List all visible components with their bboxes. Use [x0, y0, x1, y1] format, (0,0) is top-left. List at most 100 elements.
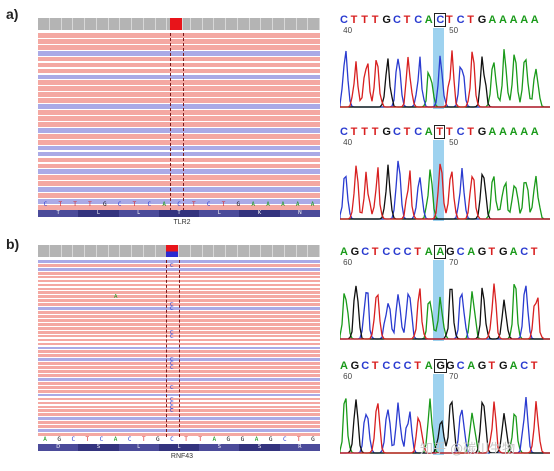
reference-base: A [251, 201, 256, 208]
read-row [38, 181, 320, 187]
position-label: 70 [449, 372, 459, 381]
amino-acid: S [239, 444, 280, 451]
basecall: A [499, 14, 507, 26]
basecall: A [520, 126, 529, 138]
basecall: T [488, 360, 496, 372]
basecall: A [424, 246, 433, 258]
read-row [38, 199, 320, 204]
coverage-bar [143, 18, 156, 30]
mismatch-base: C [170, 396, 174, 403]
coverage-bar [132, 18, 144, 30]
position-label: 40 [343, 26, 353, 35]
reference-base: G [156, 436, 160, 443]
basecall: T [530, 246, 538, 258]
coverage-bar [108, 18, 121, 30]
basecall: A [509, 360, 518, 372]
gene-label-b: RNF43 [170, 453, 194, 460]
read-row [38, 74, 320, 80]
read-row [38, 205, 320, 210]
basecall: T [446, 126, 453, 138]
chromatogram-trace [340, 49, 550, 108]
reference-base: C [71, 436, 76, 443]
read-row [38, 50, 320, 56]
coverage-bar [202, 245, 215, 257]
basecall: T [414, 246, 421, 258]
coverage-bar [85, 18, 97, 30]
reference-base: A [113, 436, 118, 443]
coverage-bar [237, 18, 250, 30]
variant-guide-line [170, 33, 171, 211]
read-row [38, 163, 320, 169]
coverage-bar [214, 18, 226, 30]
trace-T [340, 163, 550, 220]
mismatch-base: A [114, 294, 118, 301]
coverage-bar [143, 245, 156, 257]
read-row [38, 80, 320, 86]
amino-acid: L [118, 444, 159, 451]
basecall: A [488, 126, 497, 138]
read-row [38, 68, 320, 74]
coverage-bar [49, 18, 62, 30]
coverage-bar [308, 245, 320, 257]
basecall: A [509, 126, 518, 138]
reference-base: C [43, 201, 48, 208]
basecall: C [456, 246, 465, 258]
basecall: C [382, 246, 391, 258]
coverage-bar [261, 245, 273, 257]
mismatch-base: C [170, 408, 174, 415]
reference-base: T [132, 201, 137, 208]
basecall: T [361, 126, 368, 138]
chromatogram-trace [340, 396, 550, 454]
reference-base: T [297, 436, 301, 443]
trace-A [340, 283, 550, 340]
position-label: 40 [343, 138, 353, 147]
coverage-bar [96, 245, 109, 257]
basecall: C [414, 126, 423, 138]
coverage-bar [308, 18, 320, 30]
variant-guide-line [183, 33, 184, 211]
chromatogram-trace [340, 160, 550, 220]
read-row [38, 157, 320, 163]
basecall: C [456, 360, 465, 372]
position-label: 70 [449, 258, 459, 267]
reference-base: C [117, 201, 122, 208]
reference-base: C [282, 436, 287, 443]
basecall: T [434, 125, 446, 139]
basecall: C [361, 360, 370, 372]
basecall: C [393, 246, 401, 258]
basecall: A [488, 14, 497, 26]
basecall: C [456, 14, 465, 26]
basecall: C [520, 246, 529, 258]
read-row [38, 62, 320, 68]
basecall: A [434, 245, 447, 259]
read-row [38, 193, 320, 198]
basecall: T [371, 360, 379, 372]
basecall: T [414, 360, 421, 372]
amino-acid: L [78, 210, 119, 217]
read-row [38, 38, 320, 44]
coverage-bar [73, 245, 85, 257]
reference-base: T [85, 436, 90, 443]
basecall: C [456, 126, 465, 138]
basecall: C [414, 14, 423, 26]
reference-base: G [236, 201, 241, 208]
basecall: T [350, 14, 358, 26]
reference-base: C [177, 201, 181, 208]
read-row [38, 110, 320, 115]
read-row [38, 139, 320, 145]
read-row [38, 44, 320, 50]
basecall: A [340, 246, 348, 258]
basecall: T [371, 126, 379, 138]
basecall: G [499, 246, 508, 258]
coverage-bar [179, 18, 191, 30]
mismatch-base: C [170, 357, 174, 364]
coverage-bar [261, 18, 273, 30]
trace-T [340, 283, 550, 340]
coverage-bar [96, 18, 109, 30]
reference-base: A [281, 201, 285, 208]
